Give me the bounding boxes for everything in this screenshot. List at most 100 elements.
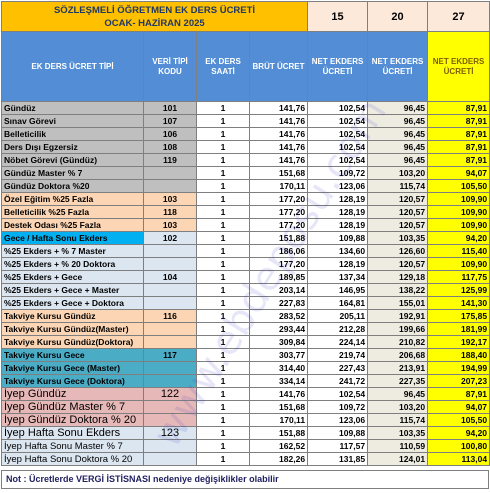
hours: 15 [307,1,369,32]
cell [143,166,197,180]
row-label: İyep Hafta Sonu Doktora % 20 [1,452,144,466]
row-label: %25 Ekders + Gece + Doktora [1,296,144,310]
cell: 87,91 [427,101,490,115]
cell: 192,17 [427,335,490,349]
cell: 125,99 [427,283,490,297]
cell: 1 [196,179,250,193]
cell: 134,60 [307,244,369,258]
cell: 103,35 [367,231,429,245]
row-label: Ders Dışı Egzersiz [1,140,144,154]
row-label: İyep Gündüz Master % 7 [1,400,144,414]
cell: 116 [143,309,197,323]
cell: 94,20 [427,231,490,245]
cell: 1 [196,413,250,427]
cell: 104 [143,270,197,284]
cell: 181,99 [427,322,490,336]
cell: 141,76 [248,101,309,115]
cell: 1 [196,270,250,284]
cell: 115,74 [367,179,429,193]
cell: 96,45 [367,127,429,141]
table-body: SÖZLEŞMELİ ÖĞRETMEN EK DERS ÜCRETİ OCAK- … [0,1,490,466]
cell: 131,85 [307,452,369,466]
data-row: Belleticilik 106 1 141,76 102,54 96,45 87,91 [1,127,490,141]
row-label: Takviye Kursu Gündüz(Doktora) [1,335,144,349]
row-label: %25 Ekders + % 7 Master [1,244,144,258]
column-header: EK DERS SAATİ [196,31,250,102]
cell: 105,50 [427,413,490,427]
cell: 219,74 [307,348,369,362]
row-label: Gündüz Master % 7 [1,166,144,180]
cell: 120,57 [367,205,429,219]
cell: 1 [196,439,250,453]
cell: 207,23 [427,374,490,388]
cell: 87,91 [427,127,490,141]
cell [143,374,197,388]
cell: 334,14 [248,374,309,388]
cell: 182,26 [248,452,309,466]
row-label: %25 Ekders + Gece + Master [1,283,144,297]
data-row: İyep Hafta Sonu Master % 7 1 162,52 117,57 1… [1,439,490,453]
cell: 120,57 [367,192,429,206]
cell [143,322,197,336]
row-label: Takviye Kursu Gece (Doktora) [1,374,144,388]
column-header: BRÜT ÜCRET [248,31,309,102]
cell: 105,50 [427,179,490,193]
cell: 141,76 [248,140,309,154]
cell: 162,52 [248,439,309,453]
row-label: İyep Gündüz Doktora % 20 [1,413,144,427]
cell: 213,91 [367,361,429,375]
cell: 109,90 [427,218,490,232]
cell: 138,22 [367,283,429,297]
cell: 110,59 [367,439,429,453]
cell: 177,20 [248,257,309,271]
data-row: Gündüz Master % 7 1 151,68 109,72 103,20 94,0… [1,166,490,180]
cell: 151,88 [248,231,309,245]
row-label: %25 Ekders + % 20 Doktora [1,257,144,271]
cell: 155,01 [367,296,429,310]
cell: 141,76 [248,114,309,128]
cell: 102,54 [307,127,369,141]
cell: 1 [196,218,250,232]
cell: 123,06 [307,413,369,427]
cell: 141,76 [248,153,309,167]
column-header: NET EKDERS ÜCRETİ [367,31,429,102]
cell: 1 [196,283,250,297]
cell: 137,34 [307,270,369,284]
cell: 1 [196,361,250,375]
cell: 87,91 [427,387,490,401]
cell: 94,07 [427,166,490,180]
cell [143,361,197,375]
cell: 109,90 [427,205,490,219]
cell: 1 [196,322,250,336]
cell: 101 [143,101,197,115]
row-label: Gece / Hafta Sonu Ekders [1,231,144,245]
cell: 96,45 [367,114,429,128]
cell: 199,66 [367,322,429,336]
row-label: İyep Hafta Sonu Ekders [1,426,144,440]
row-label: İyep Hafta Sonu Master % 7 [1,439,144,453]
period: OCAK- HAZİRAN 2025 [104,17,205,29]
cell: 206,68 [367,348,429,362]
cell: 227,35 [367,374,429,388]
cell: 1 [196,257,250,271]
table-wrap: SÖZLEŞMELİ ÖĞRETMEN EK DERS ÜCRETİ OCAK- … [0,1,490,466]
cell: 210,82 [367,335,429,349]
cell: 141,76 [248,387,309,401]
cell: 103 [143,192,197,206]
cell: 128,19 [307,257,369,271]
cell [143,335,197,349]
cell: 1 [196,244,250,258]
cell: 106 [143,127,197,141]
row-label: Sınav Görevi [1,114,144,128]
data-row: Nöbet Görevi (Gündüz) 119 1 141,76 102,54 96,… [1,153,490,167]
cell: 129,18 [367,270,429,284]
cell: 102,54 [307,387,369,401]
cell [143,179,197,193]
cell: 87,91 [427,140,490,154]
row-label: Gündüz Doktora %20 [1,179,144,193]
cell: 175,85 [427,309,490,323]
cell: 107 [143,114,197,128]
column-header-row: EK DERS ÜCRET TİPİ VERİ TİPİ KODU EK DERS … [1,31,490,102]
cell: 1 [196,400,250,414]
